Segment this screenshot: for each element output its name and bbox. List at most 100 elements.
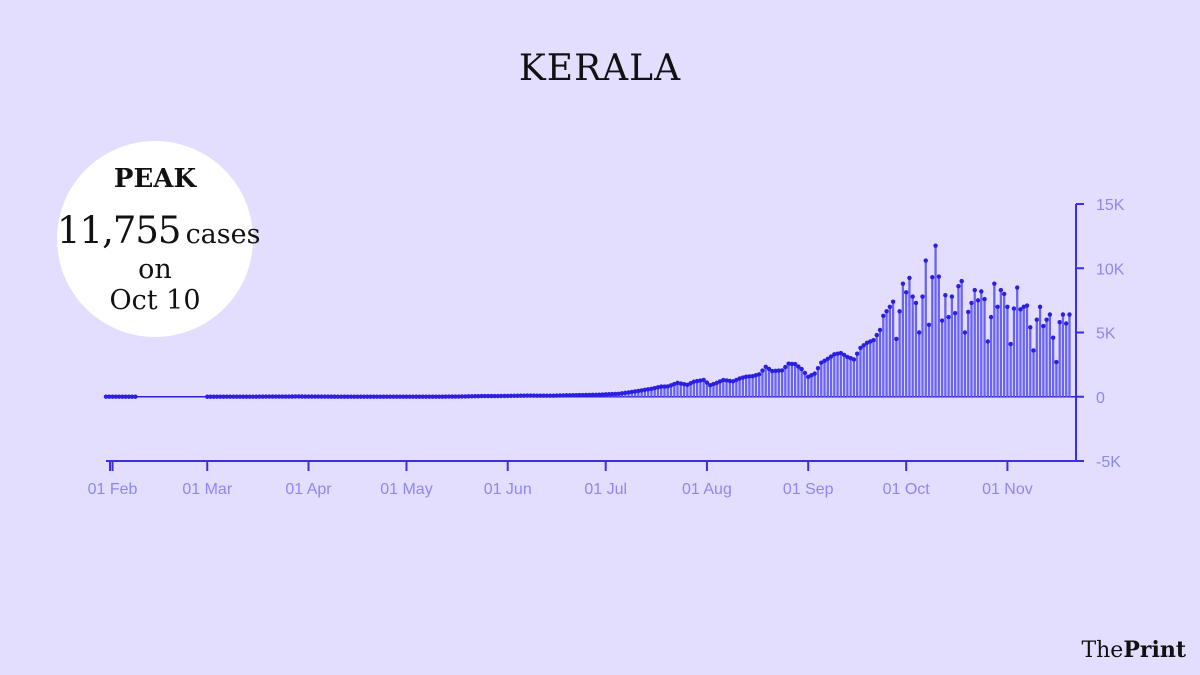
bar: [921, 296, 924, 397]
data-point: [975, 298, 981, 303]
data-point: [1001, 291, 1007, 297]
bar: [996, 306, 999, 397]
data-point: [776, 368, 781, 373]
bar: [816, 368, 820, 397]
bar: [859, 347, 862, 397]
data-point: [515, 393, 520, 398]
data-point: [525, 393, 530, 398]
data-point: [283, 394, 288, 399]
data-point: [443, 394, 448, 399]
data-point: [299, 394, 305, 399]
data-point: [254, 394, 259, 399]
bar: [813, 373, 816, 397]
data-point: [273, 394, 279, 399]
bar: [865, 342, 869, 397]
data-point: [743, 374, 749, 379]
bar: [914, 302, 918, 397]
data-point: [923, 258, 928, 263]
data-point: [355, 394, 360, 399]
bar: [793, 364, 797, 397]
data-point: [701, 377, 706, 383]
bar: [1025, 305, 1029, 397]
bar: [722, 380, 725, 397]
data-point: [133, 394, 138, 399]
data-point: [659, 384, 664, 389]
data-point: [466, 394, 471, 399]
bar: [676, 382, 679, 397]
bar: [993, 283, 996, 397]
data-point: [482, 393, 488, 399]
data-point: [763, 364, 768, 370]
data-point: [962, 330, 968, 335]
data-point: [479, 393, 484, 399]
bar: [754, 375, 758, 397]
bar: [686, 384, 689, 397]
data-point: [926, 322, 932, 327]
bar: [940, 320, 944, 397]
bar: [1009, 344, 1012, 397]
data-point: [544, 393, 550, 398]
data-point: [959, 278, 964, 284]
data-point: [561, 393, 566, 398]
data-point: [276, 394, 282, 399]
data-point: [387, 394, 393, 399]
data-point: [329, 394, 334, 399]
data-point: [551, 393, 556, 398]
data-point: [312, 394, 318, 399]
bar: [846, 356, 849, 397]
data-point: [319, 394, 324, 399]
bar: [1048, 314, 1052, 397]
data-point: [365, 394, 370, 399]
bar: [967, 311, 970, 397]
data-point: [832, 352, 837, 357]
data-point: [368, 394, 373, 399]
data-point: [920, 294, 925, 299]
data-point: [596, 392, 602, 397]
bar: [960, 281, 963, 397]
bar: [911, 296, 914, 397]
data-point: [861, 343, 866, 348]
data-point: [1067, 312, 1072, 317]
data-point: [812, 371, 817, 376]
bar: [744, 376, 748, 397]
bar: [908, 277, 911, 397]
bar: [963, 332, 967, 397]
data-point: [521, 393, 527, 398]
bar: [630, 391, 633, 397]
data-point: [564, 393, 569, 398]
bar: [905, 292, 908, 397]
bar: [761, 370, 764, 397]
chart-title: KERALA: [518, 48, 682, 89]
bar: [696, 381, 699, 397]
data-point: [332, 394, 337, 399]
bar: [660, 386, 663, 397]
data-point: [587, 392, 592, 398]
bar: [748, 376, 751, 397]
bar: [885, 311, 888, 397]
bar: [787, 363, 790, 397]
data-point: [632, 389, 638, 394]
y-tick-label: 10K: [1096, 261, 1125, 278]
bar: [767, 368, 771, 397]
bar: [849, 358, 852, 397]
bar: [1032, 350, 1035, 397]
data-point: [887, 304, 893, 309]
bar: [957, 286, 960, 397]
data-point: [289, 394, 295, 399]
data-point: [913, 300, 919, 306]
bar: [699, 380, 702, 397]
data-point: [747, 374, 752, 379]
bar: [1022, 306, 1025, 397]
data-point: [890, 299, 896, 304]
x-tick-label: 01 Aug: [682, 481, 732, 498]
data-point: [600, 392, 605, 397]
data-point: [841, 352, 847, 358]
data-point: [943, 293, 948, 298]
data-point: [234, 394, 239, 399]
bar: [777, 370, 780, 397]
data-point: [456, 394, 461, 399]
bar: [852, 359, 856, 397]
bar: [944, 295, 947, 397]
data-point: [247, 394, 252, 399]
data-point: [645, 387, 651, 392]
